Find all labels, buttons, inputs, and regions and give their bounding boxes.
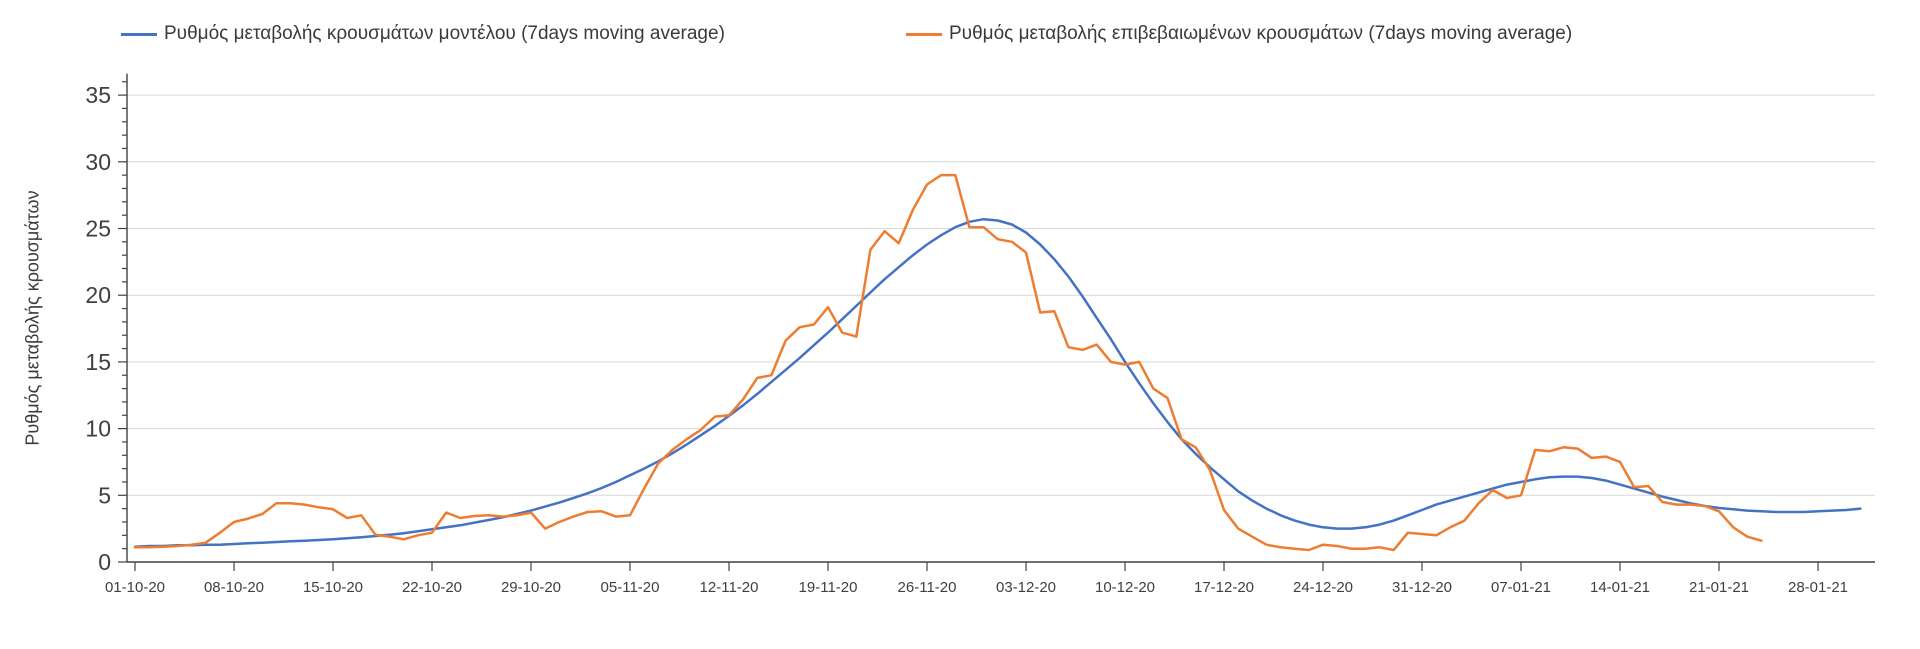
y-tick-label: 20	[85, 282, 111, 308]
x-tick-label: 14-01-21	[1590, 579, 1650, 596]
series-model-line	[133, 217, 1862, 548]
legend-item-confirmed: Ρυθμός μεταβολής επιβεβαιωμένων κρουσμάτ…	[906, 23, 1572, 45]
x-tick-label: 22-10-20	[402, 579, 462, 596]
x-tick-label: 10-12-20	[1095, 579, 1155, 596]
y-tick-label: 10	[85, 416, 111, 442]
y-tick-label: 0	[98, 549, 111, 575]
series-confirmed-line	[133, 173, 1763, 552]
x-tick-label: 29-10-20	[501, 579, 561, 596]
x-tick-label: 12-11-20	[700, 579, 759, 596]
x-tick-label: 08-10-20	[204, 579, 264, 596]
x-tick-label: 17-12-20	[1194, 579, 1254, 596]
legend-label-confirmed: Ρυθμός μεταβολής επιβεβαιωμένων κρουσμάτ…	[949, 23, 1573, 44]
legend-marker-confirmed-line	[906, 32, 942, 36]
x-tick-label: 15-10-20	[303, 579, 363, 596]
x-tick-label: 19-11-20	[799, 579, 858, 596]
chart-legend: Ρυθμός μεταβολής κρουσμάτων μοντέλου (7d…	[0, 0, 1920, 56]
x-tick-label: 26-11-20	[898, 579, 957, 596]
y-tick-label: 15	[85, 349, 111, 375]
y-tick-label: 30	[85, 149, 111, 175]
y-tick-label: 25	[85, 216, 111, 242]
x-tick-label: 21-01-21	[1689, 579, 1749, 596]
legend-marker-model-line	[121, 32, 157, 36]
y-tick-label: 35	[85, 82, 111, 108]
x-tick-label: 03-12-20	[996, 579, 1056, 596]
x-tick-label: 07-01-21	[1491, 579, 1551, 596]
legend-item-model: Ρυθμός μεταβολής κρουσμάτων μοντέλου (7d…	[121, 23, 725, 45]
x-tick-label: 28-01-21	[1788, 579, 1848, 596]
x-tick-label: 01-10-20	[105, 579, 165, 596]
x-tick-label: 05-11-20	[601, 579, 660, 596]
x-tick-label: 24-12-20	[1293, 579, 1353, 596]
x-tick-label: 31-12-20	[1392, 579, 1452, 596]
y-tick-label: 5	[98, 482, 111, 508]
legend-label-model: Ρυθμός μεταβολής κρουσμάτων μοντέλου (7d…	[164, 23, 725, 44]
